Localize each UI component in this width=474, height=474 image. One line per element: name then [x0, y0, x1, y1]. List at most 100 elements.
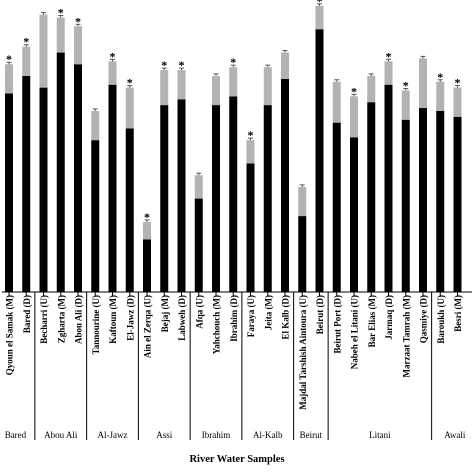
error-bar [419, 58, 427, 109]
bar [384, 84, 393, 293]
bar [125, 128, 134, 292]
error-bar [194, 175, 203, 199]
x-tick-label: El Kalb (D) [281, 295, 291, 340]
bar [367, 102, 376, 292]
error-bar [350, 96, 358, 138]
significance-marker: * [437, 70, 443, 84]
bar [315, 29, 324, 292]
x-tick-label: Faraya (U) [246, 295, 256, 337]
x-tick-label: Qyoun el Samak (M) [5, 295, 15, 375]
error-bar [332, 81, 341, 123]
x-tick-label: Bejaj (M) [160, 295, 170, 332]
bar [436, 110, 445, 293]
error-bar [263, 67, 272, 106]
error-bar [160, 70, 169, 106]
bar [401, 119, 410, 292]
x-tick-label: Marzaat Tamrah (M) [401, 295, 411, 377]
significance-marker: * [23, 35, 29, 49]
significance-marker: * [455, 76, 461, 90]
error-bar [56, 17, 65, 53]
significance-marker: * [110, 49, 116, 63]
error-bar [298, 186, 307, 217]
x-tick-label: Becharri (U) [39, 295, 49, 344]
bar [160, 105, 169, 293]
error-bar [281, 52, 289, 79]
group-label: Ibrahim [202, 430, 231, 440]
bar [453, 116, 462, 292]
error-bar [108, 61, 117, 85]
error-bar [229, 67, 238, 97]
x-tick-label: Labweh (D) [177, 295, 187, 341]
error-bar [315, 5, 324, 30]
bar [246, 163, 255, 292]
significance-marker: * [386, 49, 392, 63]
error-bar [5, 64, 13, 94]
x-tick-label: Jeita (M) [263, 295, 273, 330]
x-tick-label: Yahchouch (M) [212, 295, 222, 354]
bar [177, 99, 186, 292]
x-tick-label: Abou Ali (D) [74, 295, 84, 344]
bar [332, 122, 341, 292]
error-bar [125, 87, 134, 129]
bar [91, 140, 100, 292]
group-label: Assi [156, 430, 173, 440]
group-label: Al-Jawz [98, 430, 128, 440]
error-bars-layer [5, 3, 462, 240]
significance-marker: * [317, 0, 323, 8]
group-brackets-layer: Bared Abou Ali Al-Jawz Assi Ibrahim Al-Kalb Be… [5, 292, 466, 440]
x-tick-label: Tannourine (U) [91, 295, 101, 354]
x-tick-label: Beirut (D) [315, 295, 325, 334]
bar [212, 105, 220, 293]
bar [74, 64, 82, 293]
error-bar [91, 110, 100, 141]
x-tick-label: Qasmiye (D) [419, 295, 429, 343]
x-tick-label: Afqa (U) [194, 295, 204, 329]
bar [419, 108, 427, 292]
significance-marker: * [6, 52, 12, 66]
x-tick-layer [8, 292, 458, 296]
group-label: Al-Kalb [253, 430, 283, 440]
bar [229, 96, 238, 292]
significance-marker: * [75, 14, 81, 28]
significance-marker: * [248, 128, 254, 142]
significance-marker: * [58, 6, 64, 20]
x-tick-label: Beirut Port (D) [332, 295, 342, 353]
significance-marker: * [161, 58, 167, 72]
significance-marker: * [127, 76, 133, 90]
significance-marker: * [144, 210, 150, 224]
bar [350, 137, 358, 292]
x-tick-label: Nabeh el Litani (U) [350, 295, 360, 369]
error-bar [74, 26, 82, 65]
bar [143, 239, 151, 292]
x-tick-label: Majdal Tarshish Aintoura (U) [298, 295, 308, 410]
x-tick-label: Ibrahim (D) [229, 295, 239, 342]
x-tick-label: Baroukh (U) [436, 295, 446, 344]
group-label: Litani [369, 430, 391, 440]
group-label: Beirut [300, 430, 323, 440]
error-bar [39, 14, 48, 88]
significance-markers-layer: * * * * * * * * * * * * * * * * * [6, 0, 461, 224]
significance-marker: * [230, 55, 236, 69]
x-tick-label: El-Jawz (D) [125, 295, 135, 341]
group-label: Bared [5, 430, 27, 440]
x-tick-label: Jarmaq (D) [384, 295, 394, 340]
group-label: Awali [444, 430, 466, 440]
x-axis-title: River Water Samples [189, 454, 284, 465]
bars-layer [5, 29, 462, 293]
x-tick-label: Bar Elias (M) [367, 295, 377, 347]
error-bar [436, 81, 445, 111]
bar [281, 78, 289, 292]
x-tick-label: Kaftoun (M) [108, 295, 118, 344]
bar [263, 105, 272, 293]
significance-marker: * [403, 79, 409, 93]
bar [5, 93, 13, 292]
bar [39, 87, 48, 292]
bar [298, 216, 307, 292]
x-tick-label: Bared (D) [22, 295, 32, 333]
error-bar [212, 75, 220, 106]
error-bar [401, 90, 410, 120]
bar [56, 52, 65, 293]
error-bar [384, 61, 393, 85]
x-tick-label: Zgharta (M) [56, 295, 66, 343]
